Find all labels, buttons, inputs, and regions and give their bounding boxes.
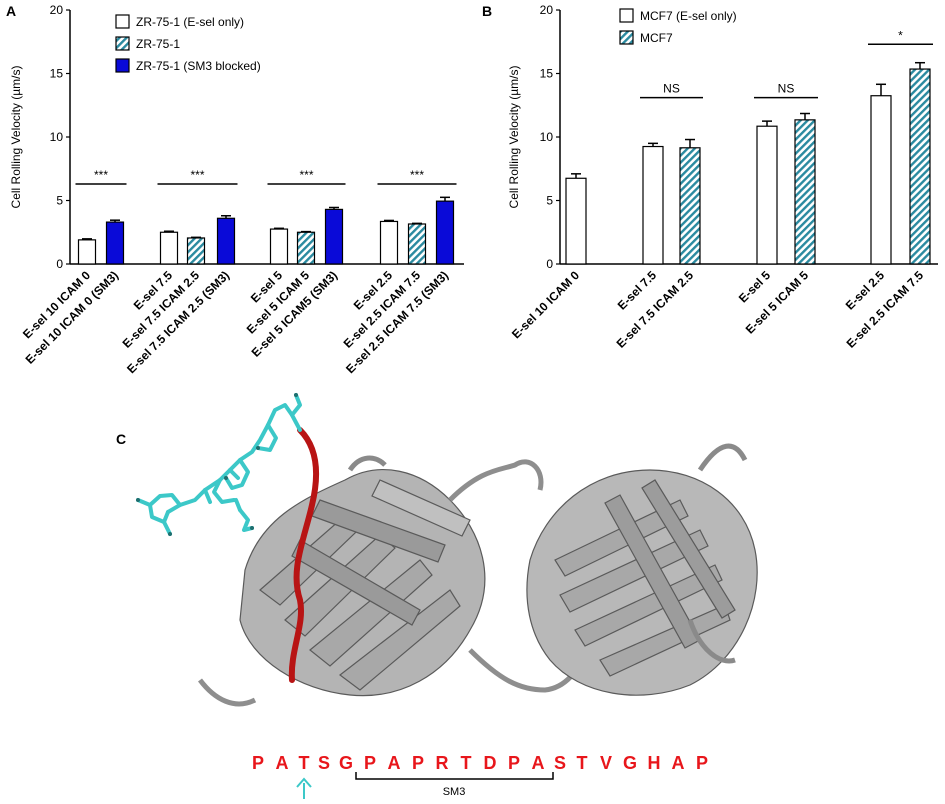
bar (909, 68, 931, 265)
bar (407, 223, 427, 265)
sequence-residue: H (648, 753, 661, 773)
bar (159, 231, 179, 265)
significance-label: *** (94, 168, 108, 182)
y-tick-label: 15 (540, 67, 554, 81)
y-tick-label: 20 (50, 3, 64, 17)
sequence-residue: S (554, 753, 566, 773)
significance-label: * (898, 28, 903, 42)
panel-a-letter: A (6, 3, 16, 19)
sequence-residue: A (276, 753, 289, 773)
bar (379, 220, 399, 265)
x-category-label: E-sel 2.5 ICAM 7.5 (844, 268, 927, 351)
bar (77, 239, 97, 265)
sequence-residue: R (436, 753, 449, 773)
arrow-head (296, 777, 312, 788)
significance-label: *** (410, 168, 424, 182)
bar (435, 200, 455, 265)
legend-swatch (115, 36, 130, 51)
glycan-ligand (136, 393, 302, 536)
y-tick-label: 15 (50, 67, 64, 81)
bar (756, 125, 778, 265)
bar (642, 145, 664, 265)
protein-loop (448, 459, 544, 502)
bar (324, 208, 344, 265)
legend-label: ZR-75-1 (SM3 blocked) (136, 59, 261, 73)
sequence-residue: A (532, 753, 545, 773)
y-axis-label: Cell Rolling Velocity (µm/s) (9, 66, 23, 209)
y-tick-label: 10 (50, 130, 64, 144)
legend-swatch (619, 30, 634, 45)
bar (794, 119, 816, 265)
significance-label: NS (663, 82, 680, 96)
legend-label: MCF7 (640, 31, 673, 45)
significance-label: *** (299, 168, 313, 182)
sequence-residue: P (508, 753, 520, 773)
bar (216, 217, 236, 265)
sm3-bracket: SM3 (355, 772, 554, 798)
sm3-bracket-line (355, 772, 554, 780)
sequence-residue: P (412, 753, 424, 773)
y-tick-label: 20 (540, 3, 554, 17)
glycan-ligand-atoms (136, 393, 298, 536)
protein-left-domain (239, 455, 486, 697)
y-tick-label: 0 (56, 257, 63, 271)
chart-b: 0 5 10 15 20 Cell Rolling Velocity (µm/s) E-se… (507, 3, 938, 351)
sequence-residue: S (318, 753, 330, 773)
legend-swatch (115, 14, 130, 29)
sequence-residue: T (461, 753, 472, 773)
sequence-residue: G (339, 753, 353, 773)
y-axis-label: Cell Rolling Velocity (µm/s) (507, 66, 521, 209)
y-tick-label: 5 (56, 194, 63, 208)
bar (269, 228, 289, 265)
sequence-residue: A (388, 753, 401, 773)
sm3-epitope-strand (288, 427, 320, 683)
legend-swatch (115, 58, 130, 73)
significance-label: *** (190, 168, 204, 182)
legend-swatch (619, 8, 634, 23)
x-category-label: E-sel 5 (736, 268, 773, 305)
sm3-bracket-label: SM3 (443, 786, 466, 798)
sequence-residue: A (672, 753, 685, 773)
legend-label: MCF7 (E-sel only) (640, 9, 737, 23)
protein-tail (198, 678, 257, 707)
significance-label: NS (778, 82, 795, 96)
bar (186, 237, 206, 265)
bar (565, 177, 587, 265)
y-tick-label: 0 (546, 257, 553, 271)
bar (105, 221, 125, 265)
sequence-residue: G (623, 753, 637, 773)
bar (679, 147, 701, 265)
sequence-residue: T (299, 753, 310, 773)
y-tick-label: 5 (546, 194, 553, 208)
sequence-residue: V (600, 753, 612, 773)
panel-c-letter: C (116, 431, 126, 447)
protein-structure (136, 393, 758, 707)
y-tick-label: 10 (540, 130, 554, 144)
sequence-residue: P (364, 753, 376, 773)
legend-label: ZR-75-1 (E-sel only) (136, 15, 244, 29)
sequence-residue: D (484, 753, 497, 773)
bar (296, 231, 316, 265)
bar (870, 95, 892, 265)
protein-right-domain (526, 443, 758, 696)
sequence-residue: P (252, 753, 264, 773)
panel-b-letter: B (482, 3, 492, 19)
sequence-residue: P (696, 753, 708, 773)
sequence-residue: T (577, 753, 588, 773)
glycosylation-arrow (296, 777, 312, 799)
x-category-label: E-sel 10 ICAM 0 (509, 268, 582, 341)
legend-label: ZR-75-1 (136, 37, 180, 51)
